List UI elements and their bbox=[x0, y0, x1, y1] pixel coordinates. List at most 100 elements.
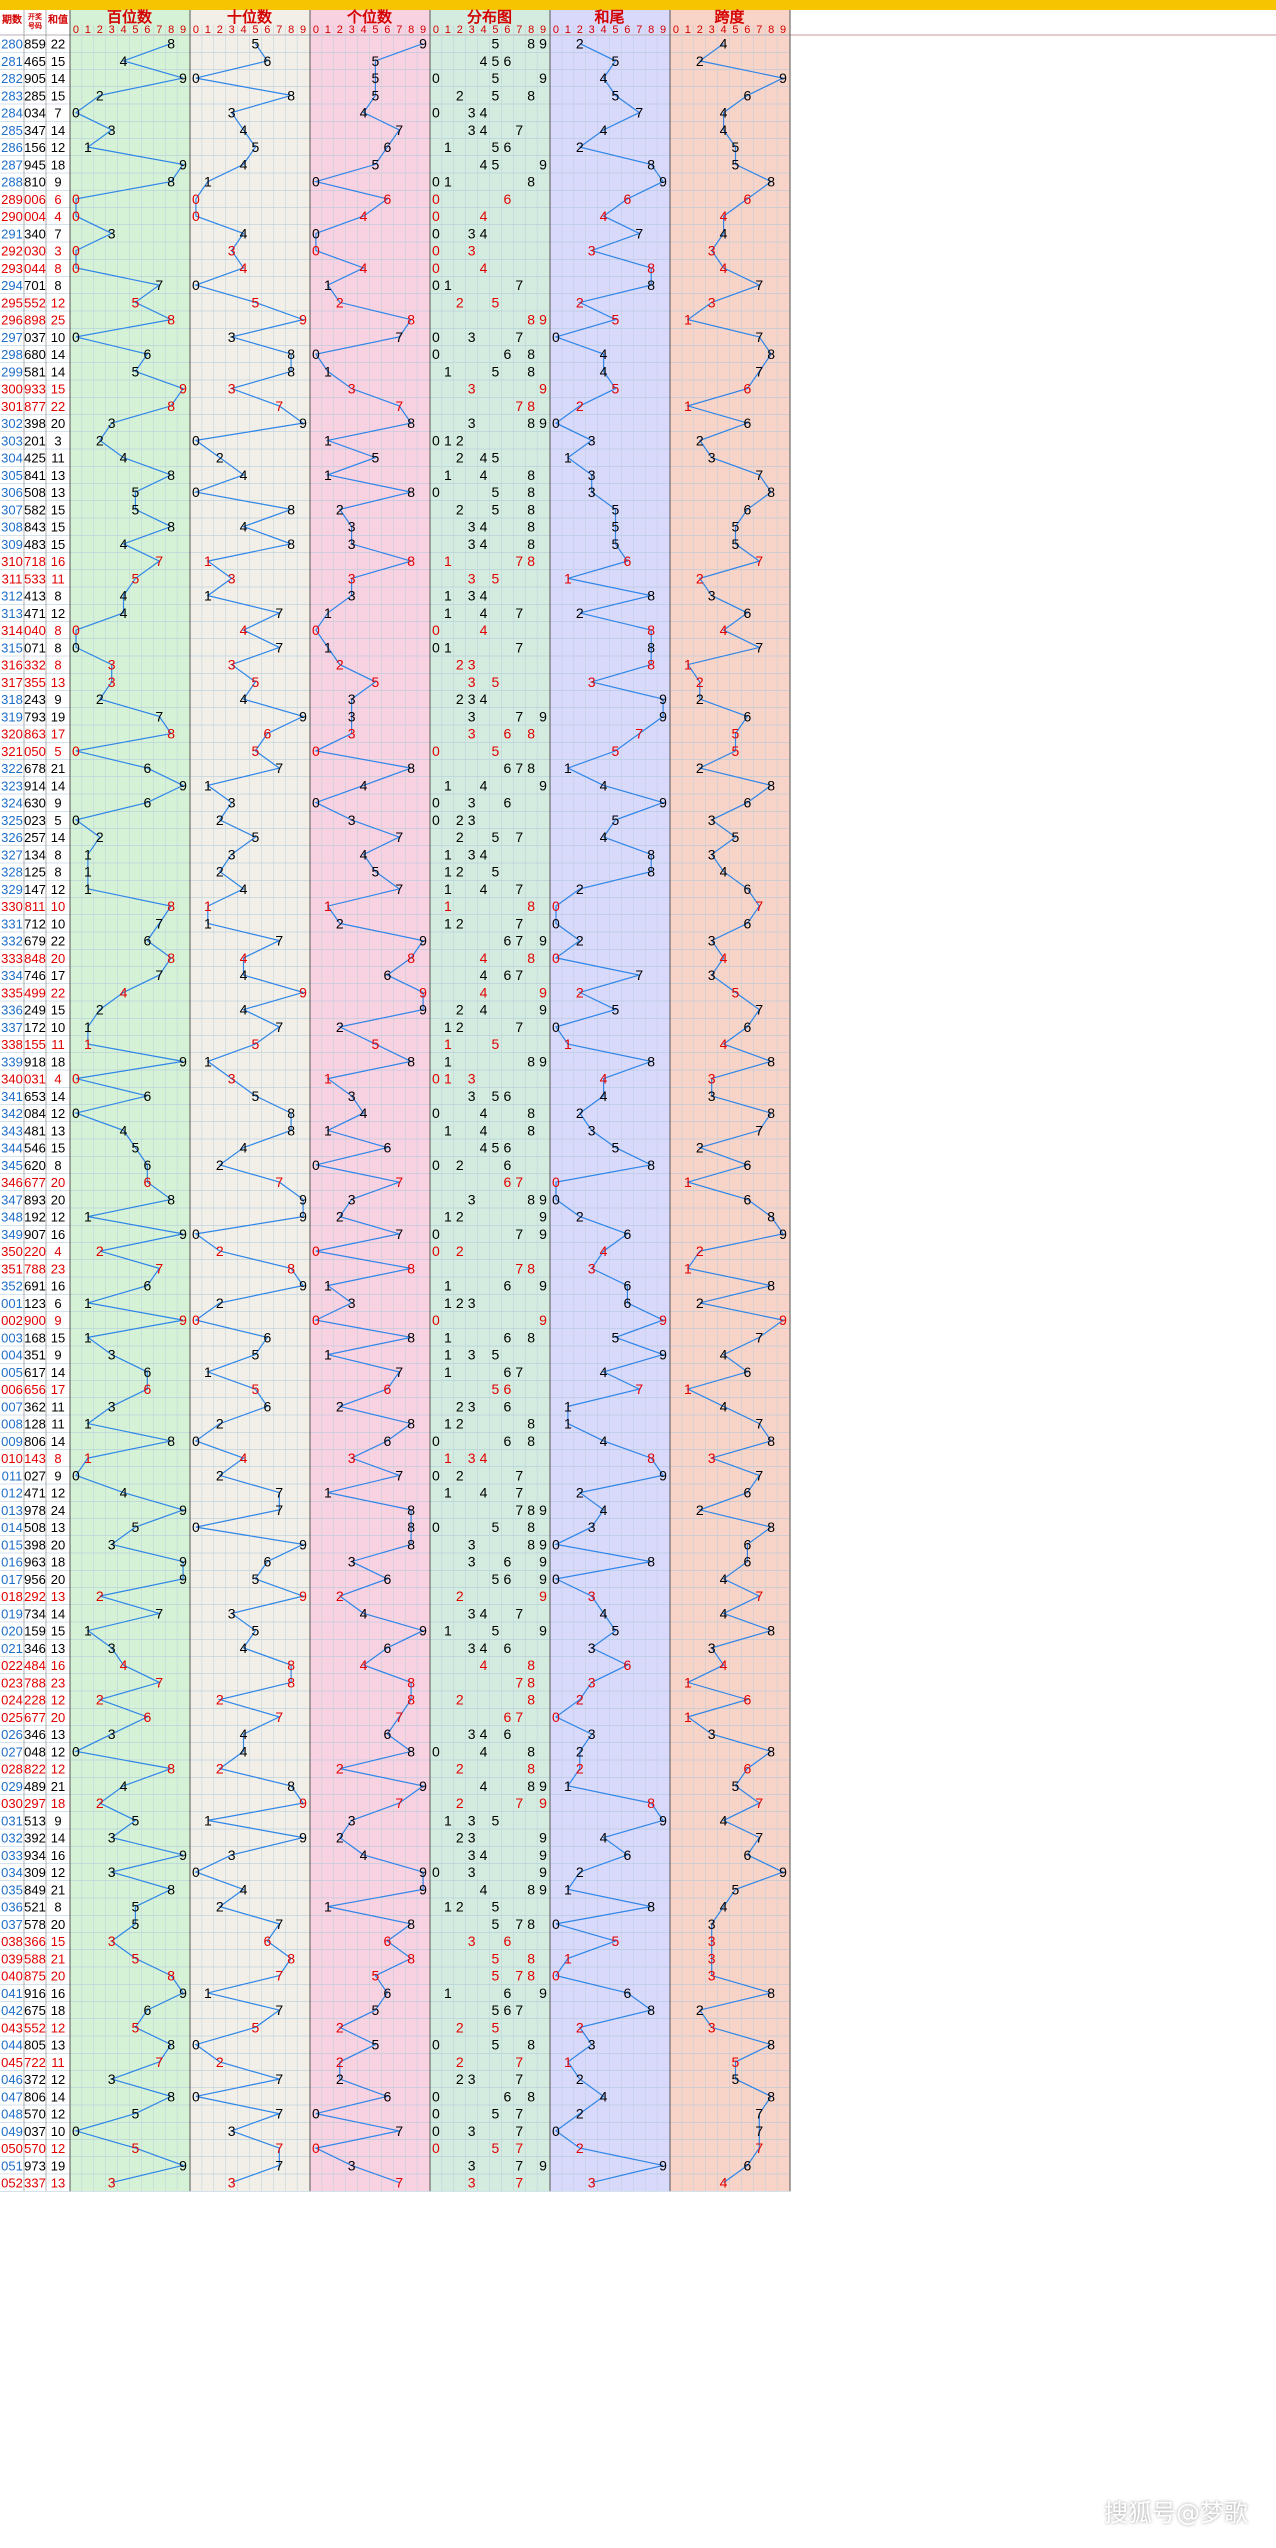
digit-mark: 8 bbox=[407, 1329, 415, 1345]
distribution-mark: 6 bbox=[503, 1933, 511, 1949]
sum-cell: 12 bbox=[51, 295, 65, 310]
digit-mark: 1 bbox=[684, 312, 692, 328]
digit-mark: 7 bbox=[395, 398, 403, 414]
number-cell: 027 bbox=[24, 1468, 46, 1483]
digit-mark: 3 bbox=[348, 381, 356, 397]
distribution-mark: 8 bbox=[527, 760, 535, 776]
issue-cell: 048 bbox=[1, 2107, 23, 2122]
digit-mark: 4 bbox=[600, 1830, 608, 1846]
digit-mark: 5 bbox=[252, 294, 260, 310]
distribution-mark: 3 bbox=[468, 122, 476, 138]
digit-mark: 4 bbox=[120, 605, 128, 621]
digit-mark: 1 bbox=[684, 1260, 692, 1276]
digit-mark: 9 bbox=[299, 1278, 307, 1294]
distribution-mark: 3 bbox=[468, 691, 476, 707]
digit-mark: 7 bbox=[395, 1709, 403, 1725]
digit-mark: 4 bbox=[720, 225, 728, 241]
digit-mark: 5 bbox=[732, 2054, 740, 2070]
distribution-mark: 5 bbox=[492, 1916, 500, 1932]
sum-cell: 13 bbox=[51, 1123, 65, 1138]
digit-mark: 3 bbox=[348, 708, 356, 724]
digit-mark: 9 bbox=[299, 984, 307, 1000]
digit-mark: 4 bbox=[600, 1502, 608, 1518]
digit-mark: 8 bbox=[647, 1157, 655, 1173]
digit-mark: 8 bbox=[407, 484, 415, 500]
distribution-mark: 3 bbox=[468, 812, 476, 828]
number-cell: 471 bbox=[24, 1486, 46, 1501]
distribution-mark: 7 bbox=[515, 829, 523, 845]
digit-mark: 3 bbox=[348, 570, 356, 586]
sum-cell: 14 bbox=[51, 830, 65, 845]
digit-mark: 2 bbox=[336, 657, 344, 673]
digit-mark: 2 bbox=[696, 691, 704, 707]
digit-header: 8 bbox=[768, 24, 774, 36]
digit-mark: 3 bbox=[708, 1968, 716, 1984]
distribution-mark: 7 bbox=[515, 1364, 523, 1380]
digit-mark: 6 bbox=[383, 2088, 391, 2104]
number-cell: 362 bbox=[24, 1399, 46, 1414]
digit-mark: 0 bbox=[72, 812, 80, 828]
distribution-mark: 4 bbox=[480, 967, 488, 983]
sum-cell: 8 bbox=[54, 1451, 61, 1466]
distribution-mark: 4 bbox=[480, 1657, 488, 1673]
digit-mark: 5 bbox=[132, 501, 140, 517]
digit-mark: 5 bbox=[732, 1881, 740, 1897]
issue-cell: 323 bbox=[1, 778, 23, 793]
issue-cell: 013 bbox=[1, 1503, 23, 1518]
digit-mark: 6 bbox=[743, 1847, 751, 1863]
digit-mark: 1 bbox=[204, 1053, 212, 1069]
distribution-mark: 7 bbox=[515, 967, 523, 983]
digit-mark: 2 bbox=[696, 432, 704, 448]
distribution-mark: 2 bbox=[456, 501, 464, 517]
distribution-mark: 5 bbox=[492, 156, 500, 172]
distribution-mark: 1 bbox=[444, 432, 452, 448]
sum-cell: 8 bbox=[54, 847, 61, 862]
digit-mark: 0 bbox=[192, 1519, 200, 1535]
distribution-mark: 0 bbox=[432, 484, 440, 500]
digit-mark: 0 bbox=[72, 743, 80, 759]
digit-mark: 7 bbox=[155, 708, 163, 724]
digit-mark: 1 bbox=[204, 553, 212, 569]
digit-mark: 3 bbox=[708, 846, 716, 862]
number-cell: 788 bbox=[24, 1261, 46, 1276]
digit-mark: 6 bbox=[743, 1692, 751, 1708]
distribution-mark: 5 bbox=[492, 87, 500, 103]
digit-mark: 8 bbox=[407, 1260, 415, 1276]
distribution-mark: 3 bbox=[468, 105, 476, 121]
distribution-mark: 3 bbox=[468, 726, 476, 742]
digit-mark: 6 bbox=[383, 1640, 391, 1656]
issue-cell: 334 bbox=[1, 968, 23, 983]
issue-cell: 295 bbox=[1, 295, 23, 310]
digit-mark: 3 bbox=[588, 1640, 596, 1656]
distribution-mark: 3 bbox=[468, 1295, 476, 1311]
digit-header: 7 bbox=[276, 24, 282, 36]
digit-mark: 7 bbox=[755, 329, 763, 345]
distribution-mark: 2 bbox=[456, 691, 464, 707]
digit-header: 0 bbox=[553, 24, 559, 36]
digit-header: 2 bbox=[217, 24, 223, 36]
distribution-mark: 5 bbox=[492, 2037, 500, 2053]
digit-mark: 5 bbox=[732, 156, 740, 172]
digit-mark: 4 bbox=[600, 122, 608, 138]
digit-mark: 3 bbox=[108, 225, 116, 241]
digit-mark: 8 bbox=[647, 277, 655, 293]
digit-mark: 4 bbox=[720, 1657, 728, 1673]
number-cell: 810 bbox=[24, 175, 46, 190]
sum-cell: 14 bbox=[51, 123, 65, 138]
digit-mark: 9 bbox=[299, 415, 307, 431]
distribution-mark: 9 bbox=[539, 1985, 547, 2001]
distribution-mark: 0 bbox=[432, 622, 440, 638]
sum-cell: 15 bbox=[51, 88, 65, 103]
digit-mark: 5 bbox=[372, 70, 380, 86]
digit-mark: 7 bbox=[755, 363, 763, 379]
digit-mark: 4 bbox=[600, 1364, 608, 1380]
distribution-mark: 8 bbox=[527, 1743, 535, 1759]
distribution-mark: 3 bbox=[468, 243, 476, 259]
sum-cell: 14 bbox=[51, 1434, 65, 1449]
digit-mark: 7 bbox=[275, 1502, 283, 1518]
digit-mark: 5 bbox=[372, 450, 380, 466]
digit-mark: 3 bbox=[108, 1536, 116, 1552]
digit-mark: 4 bbox=[600, 1433, 608, 1449]
zone-background bbox=[550, 10, 670, 2192]
distribution-mark: 9 bbox=[539, 156, 547, 172]
